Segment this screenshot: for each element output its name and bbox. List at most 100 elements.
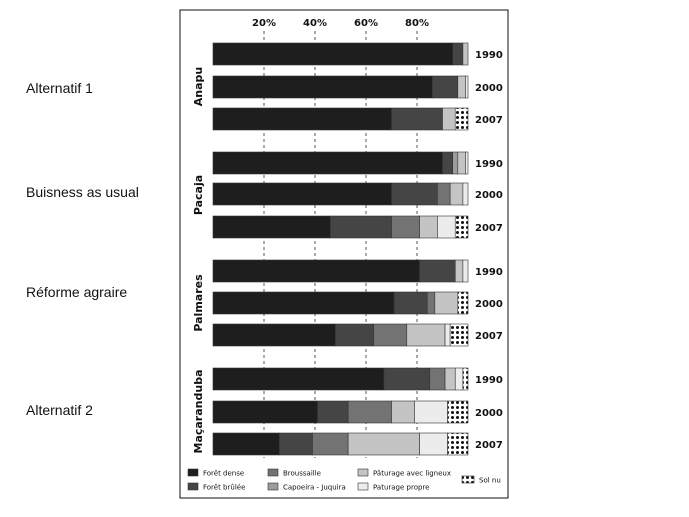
year-label-macaranduba-1990: 1990 [475, 375, 503, 386]
bar-macaranduba-2000-foret-dense [212, 400, 318, 424]
bar-pacaja-2007-paturage-avec-ligneux [419, 215, 438, 239]
bar-palmares-1990-paturage-propre [462, 259, 469, 283]
group-label-macaranduba: Maçaranduba [192, 370, 205, 454]
bar-anapu-2000-foret-dense [212, 75, 433, 99]
legend-swatch-capoeira-juquira [267, 482, 279, 491]
bar-pacaja-2000-paturage-propre [462, 182, 469, 206]
year-label-pacaja-2007: 2007 [475, 223, 503, 234]
bar-palmares-2000-foret-brulee [393, 291, 428, 315]
bar-pacaja-2007-sol-nu [454, 215, 469, 239]
bar-pacaja-2007-foret-brulee [329, 215, 392, 239]
legend-swatch-broussaille [267, 468, 279, 477]
year-label-anapu-1990: 1990 [475, 50, 503, 61]
legend-label-paturage-propre: Paturage propre [373, 484, 429, 492]
year-label-anapu-2007: 2007 [475, 115, 503, 126]
chart-frame [179, 9, 509, 499]
bar-anapu-2007-sol-nu [454, 107, 469, 131]
bar-macaranduba-1990-sol-nu [462, 367, 469, 391]
year-label-macaranduba-2007: 2007 [475, 440, 503, 451]
bar-palmares-2007-broussaille [373, 323, 408, 347]
x-tick-label-20: 20% [252, 18, 276, 29]
x-tick-label-60: 60% [354, 18, 378, 29]
bar-anapu-2007-paturage-avec-ligneux [442, 107, 456, 131]
legend-swatch-sol-nu [461, 475, 475, 484]
group-label-pacaja: Pacaja [192, 175, 205, 215]
bar-macaranduba-2007-foret-brulee [278, 432, 313, 456]
legend-label-paturage-avec-ligneux: Pâturage avec ligneux [373, 470, 451, 478]
bar-pacaja-1990-paturage-propre [465, 151, 469, 175]
bar-pacaja-1990-foret-brulee [442, 151, 453, 175]
bar-pacaja-2007-foret-dense [212, 215, 331, 239]
bar-palmares-2000-foret-dense [212, 291, 395, 315]
bar-macaranduba-2007-paturage-avec-ligneux [347, 432, 420, 456]
bar-pacaja-2000-foret-dense [212, 182, 392, 206]
bar-pacaja-2007-paturage-propre [437, 215, 456, 239]
bar-anapu-1990-paturage-avec-ligneux [462, 42, 469, 66]
legend-swatch-foret-dense [187, 468, 199, 477]
bar-macaranduba-2007-broussaille [312, 432, 349, 456]
bar-anapu-1990-foret-brulee [452, 42, 464, 66]
bar-macaranduba-1990-paturage-propre [454, 367, 464, 391]
side-label-alternatif-2: Alternatif 2 [26, 402, 93, 418]
bar-macaranduba-2000-paturage-avec-ligneux [391, 400, 415, 424]
side-label-business-as-usual: Buisness as usual [26, 184, 139, 200]
year-label-palmares-1990: 1990 [475, 267, 503, 278]
bar-macaranduba-2007-paturage-propre [419, 432, 448, 456]
bar-anapu-2000-paturage-propre [465, 75, 469, 99]
bar-anapu-2000-paturage-avec-ligneux [457, 75, 466, 99]
bar-macaranduba-2000-broussaille [347, 400, 392, 424]
legend-label-broussaille: Broussaille [283, 470, 321, 478]
bar-pacaja-2007-broussaille [391, 215, 420, 239]
bar-macaranduba-1990-broussaille [429, 367, 446, 391]
bar-anapu-2007-foret-brulee [391, 107, 443, 131]
bar-pacaja-1990-foret-dense [212, 151, 443, 175]
legend-label-sol-nu: Sol nu [479, 477, 501, 485]
year-label-pacaja-2000: 2000 [475, 190, 503, 201]
bar-pacaja-1990-capoeira-juquira [452, 151, 459, 175]
bar-macaranduba-2007-foret-dense [212, 432, 280, 456]
bar-anapu-2000-foret-brulee [431, 75, 459, 99]
bar-macaranduba-2007-sol-nu [447, 432, 469, 456]
bar-anapu-2007-foret-dense [212, 107, 392, 131]
bar-macaranduba-2000-sol-nu [447, 400, 469, 424]
legend-label-capoeira-juquira: Capoeira - Juquira [283, 484, 346, 492]
bar-palmares-2007-sol-nu [449, 323, 469, 347]
bar-pacaja-2000-paturage-avec-ligneux [449, 182, 464, 206]
bar-palmares-2007-foret-dense [212, 323, 336, 347]
group-label-anapu: Anapu [192, 67, 205, 106]
year-label-palmares-2000: 2000 [475, 299, 503, 310]
group-label-palmares: Palmares [192, 274, 205, 332]
bar-macaranduba-1990-paturage-avec-ligneux [444, 367, 456, 391]
bar-macaranduba-1990-foret-brulee [383, 367, 431, 391]
bar-palmares-2007-foret-brulee [335, 323, 374, 347]
side-label-alternatif-1: Alternatif 1 [26, 80, 93, 96]
year-label-pacaja-1990: 1990 [475, 159, 503, 170]
legend-swatch-foret-brulee [187, 482, 199, 491]
bar-macaranduba-2000-foret-brulee [317, 400, 349, 424]
side-label-reforme-agraire: Réforme agraire [26, 284, 128, 300]
bar-pacaja-1990-paturage-avec-ligneux [457, 151, 466, 175]
bar-macaranduba-2000-paturage-propre [414, 400, 448, 424]
bar-macaranduba-1990-foret-dense [212, 367, 385, 391]
x-tick-label-80: 80% [405, 18, 429, 29]
year-label-macaranduba-2000: 2000 [475, 408, 503, 419]
legend-swatch-paturage-avec-ligneux [357, 468, 369, 477]
bar-palmares-2000-sol-nu [457, 291, 469, 315]
year-label-anapu-2000: 2000 [475, 83, 503, 94]
legend-swatch-paturage-propre [357, 482, 369, 491]
legend-label-foret-dense: Forêt dense [203, 470, 244, 478]
bar-palmares-2007-paturage-propre [444, 323, 451, 347]
year-label-palmares-2007: 2007 [475, 331, 503, 342]
bar-palmares-2000-paturage-avec-ligneux [434, 291, 459, 315]
bar-palmares-2007-paturage-avec-ligneux [406, 323, 446, 347]
bar-anapu-1990-foret-dense [212, 42, 453, 66]
bar-palmares-1990-paturage-avec-ligneux [454, 259, 464, 283]
bar-pacaja-2000-broussaille [437, 182, 451, 206]
x-tick-label-40: 40% [303, 18, 327, 29]
bar-pacaja-2000-foret-brulee [391, 182, 438, 206]
bar-palmares-1990-foret-brulee [419, 259, 456, 283]
bar-palmares-2000-broussaille [426, 291, 436, 315]
legend-label-foret-brulee: Forêt brûlée [203, 484, 245, 492]
bar-palmares-1990-foret-dense [212, 259, 420, 283]
